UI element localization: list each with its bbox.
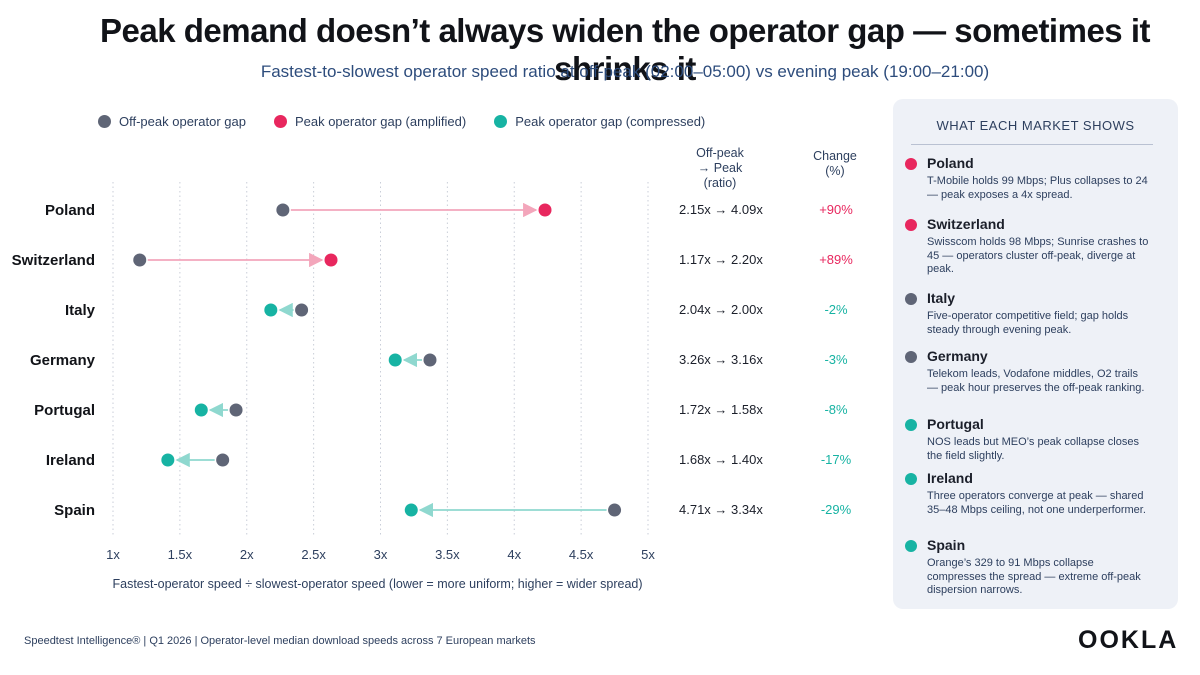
change-cell-portugal: -8%	[824, 402, 848, 417]
legend-amplified: Peak operator gap (amplified)	[273, 114, 467, 129]
offpeak-point-italy	[295, 303, 309, 317]
panel-item-dot	[905, 293, 917, 305]
offpeak-point-portugal	[229, 403, 243, 417]
row-label-germany: Germany	[30, 352, 96, 369]
panel-item-name: Italy	[927, 290, 956, 306]
ratio-column-header: Off-peak → Peak (ratio)	[680, 146, 760, 191]
market-notes-panel: WHAT EACH MARKET SHOWS Poland T-Mobile ho…	[893, 99, 1178, 609]
ratio-header-line2: → Peak	[697, 161, 743, 175]
peak-point-germany	[388, 353, 402, 367]
change-cell-poland: +90%	[819, 202, 853, 217]
ratio-header-line3: (ratio)	[703, 176, 737, 190]
ratio-cell-portugal: 1.72x → 1.58x	[679, 402, 763, 417]
row-label-ireland: Ireland	[46, 452, 95, 469]
panel-item-name: Spain	[927, 537, 966, 553]
row-label-italy: Italy	[65, 302, 96, 319]
offpeak-point-poland	[276, 203, 290, 217]
ratio-header-line1: Off-peak	[696, 146, 744, 160]
panel-item-dot	[905, 473, 917, 485]
peak-point-portugal	[194, 403, 208, 417]
chart-title: Peak demand doesn’t always widen the ope…	[100, 12, 1150, 87]
x-axis-label: Fastest-operator speed ÷ slowest-operato…	[112, 577, 642, 591]
change-cell-germany: -3%	[824, 352, 848, 367]
ratio-cell-switzerland: 1.17x → 2.20x	[679, 252, 763, 267]
change-column-header: Change (%)	[800, 149, 870, 179]
ratio-cell-poland: 2.15x → 4.09x	[679, 202, 763, 217]
ratio-cell-italy: 2.04x → 2.00x	[679, 302, 763, 317]
x-tick-label: 3.5x	[435, 547, 460, 562]
panel-item-desc: NOS leads but MEO’s peak collapse closes…	[927, 436, 1139, 462]
legend: Off-peak operator gap Peak operator gap …	[98, 114, 705, 129]
x-tick-label: 3x	[374, 547, 388, 562]
row-label-switzerland: Switzerland	[12, 252, 95, 269]
panel-item-name: Portugal	[927, 416, 984, 432]
panel-item-desc: Three operators converge at peak — share…	[927, 490, 1146, 516]
legend-amplified-label: Peak operator gap (amplified)	[294, 114, 467, 129]
panel-item-dot	[905, 219, 917, 231]
row-label-spain: Spain	[54, 502, 95, 519]
panel-item-name: Switzerland	[927, 216, 1005, 232]
legend-compressed-label: Peak operator gap (compressed)	[515, 114, 706, 129]
change-cell-italy: -2%	[824, 302, 848, 317]
change-header-line1: Change	[813, 149, 857, 163]
legend-offpeak: Off-peak operator gap	[98, 114, 246, 129]
change-header-line2: (%)	[825, 164, 845, 178]
ookla-logo: OOKLA	[1078, 626, 1179, 654]
offpeak-point-switzerland	[133, 253, 147, 267]
legend-offpeak-dot	[98, 115, 111, 128]
legend-amplified-dot	[273, 115, 287, 128]
peak-point-switzerland	[324, 253, 338, 267]
offpeak-point-ireland	[216, 453, 230, 467]
x-tick-label: 4x	[507, 547, 521, 562]
panel-item-dot	[905, 351, 917, 363]
panel-item-name: Germany	[927, 348, 988, 364]
peak-point-poland	[538, 203, 552, 217]
panel-title: WHAT EACH MARKET SHOWS	[936, 118, 1135, 133]
change-cell-ireland: -17%	[820, 452, 852, 467]
peak-point-italy	[264, 303, 278, 317]
x-tick-label: 2x	[240, 547, 254, 562]
chart-subtitle: Fastest-to-slowest operator speed ratio …	[260, 62, 990, 81]
panel-item-dot	[905, 158, 917, 170]
footer-source: Speedtest Intelligence® | Q1 2026 | Oper…	[24, 635, 536, 647]
legend-compressed-dot	[494, 115, 508, 128]
peak-point-ireland	[161, 453, 175, 467]
panel-divider	[911, 144, 1153, 145]
panel-item-desc: Swisscom holds 98 Mbps; Sunrise crashes …	[927, 236, 1149, 275]
row-label-portugal: Portugal	[34, 402, 95, 419]
panel-item-desc: Telekom leads, Vodafone middles, O2 trai…	[927, 368, 1145, 394]
row-label-poland: Poland	[45, 202, 95, 219]
ratio-cell-germany: 3.26x → 3.16x	[679, 352, 763, 367]
ratio-cell-spain: 4.71x → 3.34x	[679, 502, 763, 517]
panel-item-desc: Five-operator competitive field; gap hol…	[927, 310, 1129, 336]
panel-item-dot	[905, 540, 917, 552]
change-cell-spain: -29%	[820, 502, 852, 517]
x-tick-label: 2.5x	[301, 547, 326, 562]
x-tick-label: 1.5x	[168, 547, 193, 562]
panel-item-desc: Orange’s 329 to 91 Mbps collapse compres…	[927, 557, 1141, 596]
offpeak-point-germany	[423, 353, 437, 367]
x-tick-label: 5x	[641, 547, 655, 562]
legend-compressed: Peak operator gap (compressed)	[494, 114, 705, 129]
panel-item-dot	[905, 419, 917, 431]
change-cell-switzerland: +89%	[819, 252, 853, 267]
x-tick-label: 1x	[106, 547, 120, 562]
x-tick-label: 4.5x	[569, 547, 594, 562]
peak-point-spain	[404, 503, 418, 517]
panel-item-name: Poland	[927, 155, 974, 171]
ratio-cell-ireland: 1.68x → 1.40x	[679, 452, 763, 467]
panel-item-name: Ireland	[927, 470, 973, 486]
offpeak-point-spain	[608, 503, 622, 517]
legend-offpeak-label: Off-peak operator gap	[119, 114, 246, 129]
panel-item-desc: T-Mobile holds 99 Mbps; Plus collapses t…	[927, 175, 1148, 201]
